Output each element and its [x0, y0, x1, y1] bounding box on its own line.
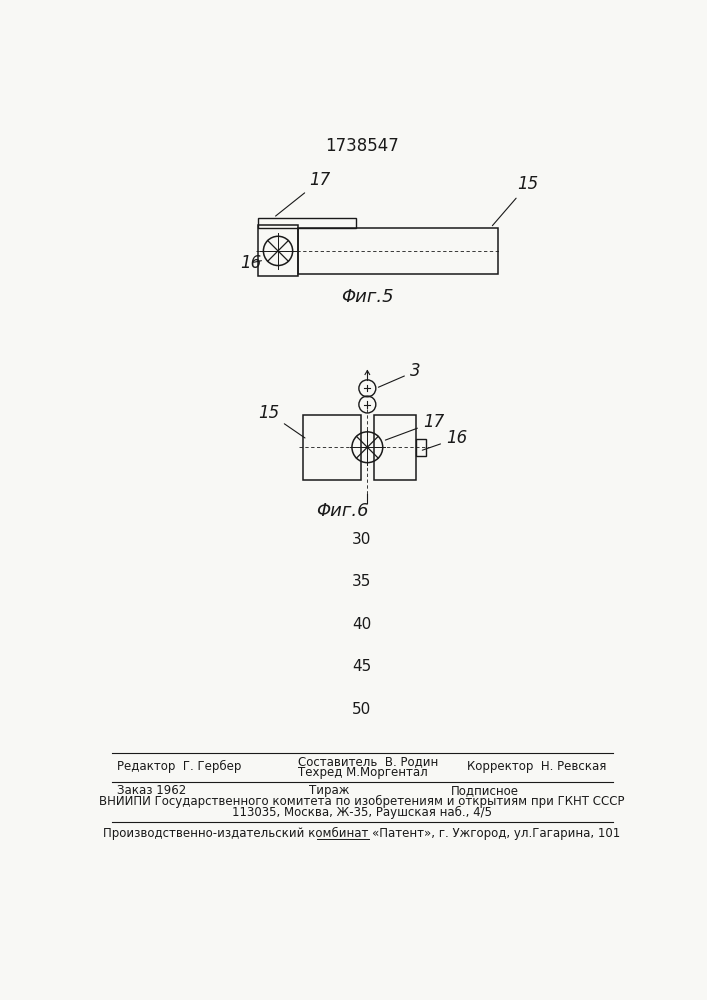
Text: 16: 16	[240, 254, 262, 272]
Bar	[258, 218, 356, 228]
Text: ВНИИПИ Государственного комитета по изобретениям и открытиям при ГКНТ СССР: ВНИИПИ Государственного комитета по изоб…	[99, 795, 625, 808]
Text: 15: 15	[258, 404, 305, 438]
Bar	[258, 225, 298, 276]
Text: 17: 17	[276, 171, 331, 216]
Text: 3: 3	[378, 362, 421, 387]
Text: 50: 50	[352, 702, 372, 717]
Text: Тираж: Тираж	[309, 784, 349, 797]
Text: Φиг.5: Φиг.5	[341, 288, 394, 306]
Text: 17: 17	[385, 413, 444, 440]
Text: 30: 30	[352, 532, 372, 547]
Bar	[303, 415, 361, 480]
Bar	[298, 228, 498, 274]
Text: Техред М.Моргентал: Техред М.Моргентал	[298, 766, 428, 779]
Text: Корректор  Н. Ревская: Корректор Н. Ревская	[467, 760, 607, 773]
Text: Производственно-издательский комбинат «Патент», г. Ужгород, ул.Гагарина, 101: Производственно-издательский комбинат «П…	[103, 827, 621, 840]
Text: 40: 40	[352, 617, 372, 632]
Text: Заказ 1962: Заказ 1962	[117, 784, 187, 797]
Text: 45: 45	[352, 659, 372, 674]
Text: 113035, Москва, Ж-35, Раушская наб., 4/5: 113035, Москва, Ж-35, Раушская наб., 4/5	[232, 806, 492, 819]
Text: Составитель  В. Родин: Составитель В. Родин	[298, 755, 438, 768]
Text: 15: 15	[492, 175, 539, 226]
Text: 16: 16	[422, 429, 467, 450]
Bar	[416, 439, 426, 456]
Text: 1738547: 1738547	[325, 137, 399, 155]
Text: Редактор  Г. Гербер: Редактор Г. Гербер	[117, 760, 242, 773]
Bar	[373, 415, 416, 480]
Text: 35: 35	[352, 574, 372, 589]
Text: Подписное: Подписное	[450, 784, 518, 797]
Text: Φиг.6: Φиг.6	[317, 502, 369, 520]
